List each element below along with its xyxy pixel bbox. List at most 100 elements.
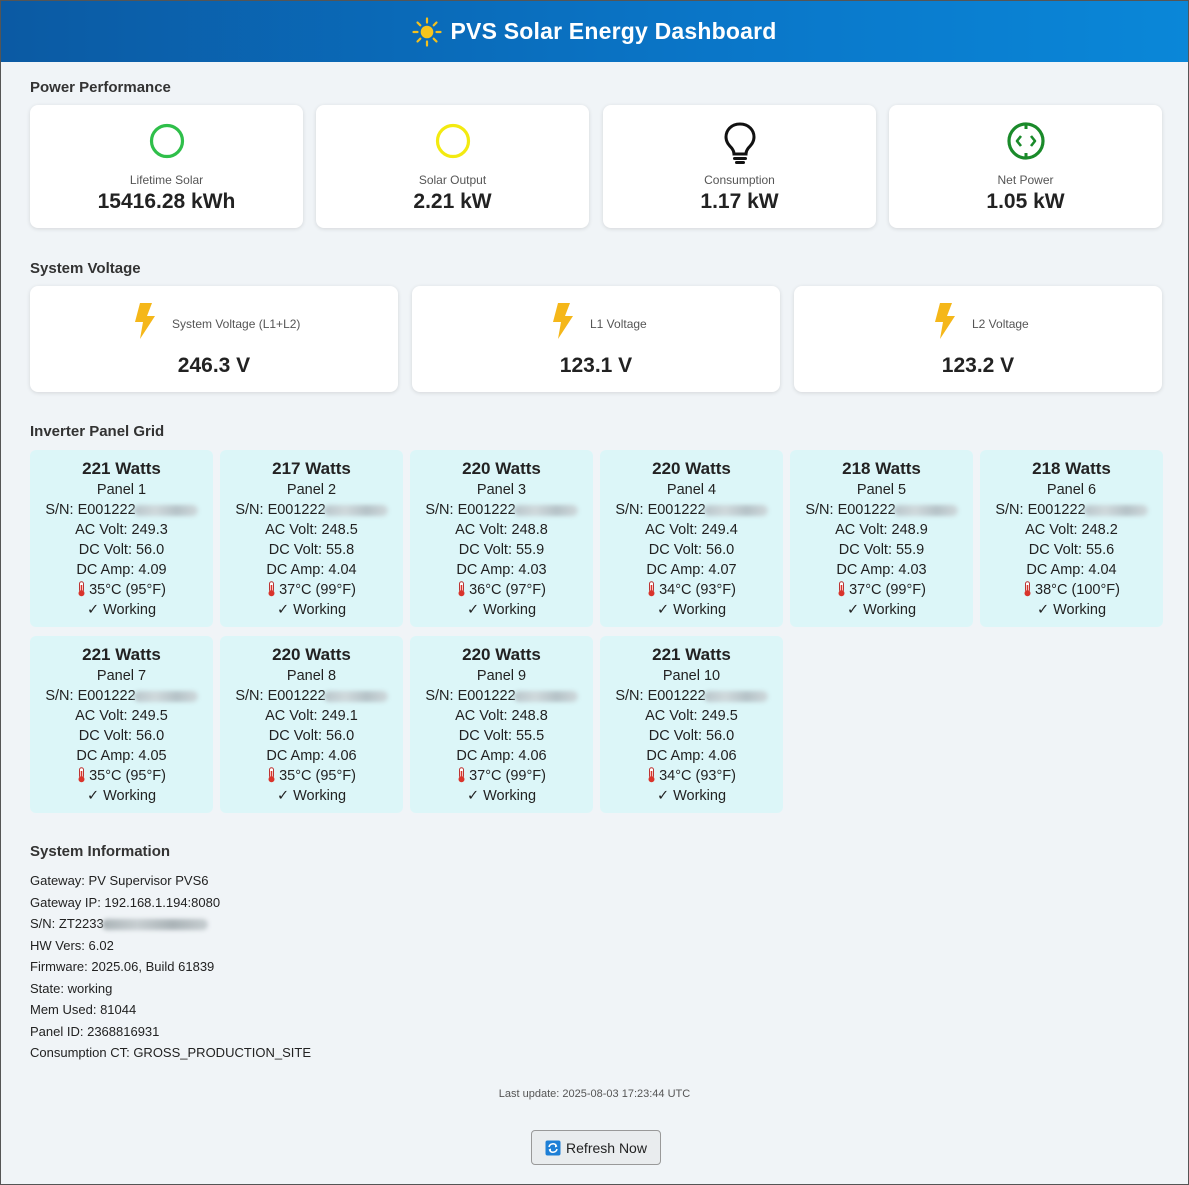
panel-ac-volt: AC Volt: 248.5 <box>265 522 358 538</box>
panel-serial-text: S/N: E001222 <box>45 688 136 704</box>
panel-temp-text: 37°C (99°F) <box>849 582 926 598</box>
redacted-blur <box>703 690 768 702</box>
card-value: 1.17 kW <box>700 190 779 213</box>
section-title-info: System Information <box>30 843 171 860</box>
info-hw-version: HW Vers: 6.02 <box>30 937 114 953</box>
card-label: Lifetime Solar <box>129 173 204 187</box>
panel-temperature: 38°C (100°F) <box>980 580 1163 600</box>
panel-dc-volt: DC Volt: 56.0 <box>648 542 735 558</box>
panel-ac-volt: AC Volt: 248.9 <box>835 522 928 538</box>
card-label: Consumption <box>704 173 775 187</box>
panel-temperature: 35°C (95°F) <box>30 580 213 600</box>
inverter-panel-card: 220 Watts Panel 9 S/N: E001222 AC Volt: 248… <box>410 636 593 813</box>
inverter-panel-card: 218 Watts Panel 6 S/N: E001222 AC Volt: 248… <box>980 450 1163 627</box>
redacted-blur <box>1083 504 1148 516</box>
panel-watts: 220 Watts <box>462 645 541 664</box>
info-gateway-ip: Gateway IP: 192.168.1.194:8080 <box>30 894 221 910</box>
section-title-grid: Inverter Panel Grid <box>30 423 165 440</box>
refresh-now-button[interactable]: Refresh Now <box>531 1130 661 1165</box>
info-consumption-ct: Consumption CT: GROSS_PRODUCTION_SITE <box>30 1045 312 1060</box>
panel-serial: S/N: E001222 <box>30 686 213 706</box>
panel-status: ✓ Working <box>86 788 157 804</box>
panel-dc-volt: DC Volt: 55.9 <box>838 542 925 558</box>
voltage-label: System Voltage (L1+L2) <box>172 317 301 331</box>
voltage-value: 123.2 V <box>941 354 1015 377</box>
panel-dc-amp: DC Amp: 4.09 <box>76 562 167 578</box>
panel-temperature: 37°C (99°F) <box>790 580 973 600</box>
panel-name: Panel 5 <box>856 482 907 498</box>
panel-watts: 221 Watts <box>82 459 161 478</box>
thermometer-icon <box>458 767 465 783</box>
panel-name: Panel 6 <box>1046 482 1097 498</box>
panel-dc-volt: DC Volt: 56.0 <box>78 728 165 744</box>
info-gateway: Gateway: PV Supervisor PVS6 <box>30 873 209 888</box>
refresh-label: Refresh Now <box>566 1139 647 1156</box>
panel-temp-text: 35°C (95°F) <box>89 582 166 598</box>
panel-ac-volt: AC Volt: 248.2 <box>1025 522 1118 538</box>
panel-status: ✓ Working <box>466 788 537 804</box>
panel-serial-text: S/N: E001222 <box>235 502 326 518</box>
lifetime-solar-card: Lifetime Solar 15416.28 kWh <box>30 105 303 228</box>
panel-temp-text: 37°C (99°F) <box>469 768 546 784</box>
panel-ac-volt: AC Volt: 248.8 <box>455 522 548 538</box>
inverter-panel-card: 220 Watts Panel 3 S/N: E001222 AC Volt: 248… <box>410 450 593 627</box>
panel-ac-volt: AC Volt: 249.3 <box>75 522 168 538</box>
panel-serial: S/N: E001222 <box>790 500 973 520</box>
net-power-card: Net Power 1.05 kW <box>889 105 1162 228</box>
panel-serial-text: S/N: E001222 <box>995 502 1086 518</box>
redacted-blur <box>133 690 198 702</box>
redacted-blur <box>101 919 208 931</box>
info-serial-text: S/N: ZT2233 <box>30 916 104 931</box>
panel-ac-volt: AC Volt: 249.1 <box>265 708 358 724</box>
l1-voltage-card: L1 Voltage 123.1 V <box>412 286 780 392</box>
solar-output-card: Solar Output 2.21 kW <box>316 105 589 228</box>
panel-dc-amp: DC Amp: 4.06 <box>646 748 737 764</box>
panel-watts: 221 Watts <box>82 645 161 664</box>
section-title-power: Power Performance <box>30 79 171 96</box>
section-title-voltage: System Voltage <box>30 260 141 277</box>
panel-dc-volt: DC Volt: 55.5 <box>458 728 545 744</box>
thermometer-icon <box>78 581 85 597</box>
redacted-blur <box>513 504 578 516</box>
thermometer-icon <box>78 767 85 783</box>
system-voltage-card: System Voltage (L1+L2) 246.3 V <box>30 286 398 392</box>
panel-status: ✓ Working <box>276 602 347 618</box>
info-mem-used: Mem Used: 81044 <box>30 1002 137 1017</box>
system-info-list: Gateway: PV Supervisor PVS6 Gateway IP: … <box>30 870 311 1064</box>
panel-name: Panel 1 <box>96 482 147 498</box>
panel-dc-amp: DC Amp: 4.04 <box>266 562 357 578</box>
panel-serial-text: S/N: E001222 <box>615 688 706 704</box>
circle-yellow-icon <box>435 123 470 159</box>
panel-dc-amp: DC Amp: 4.06 <box>456 748 547 764</box>
panel-name: Panel 3 <box>476 482 527 498</box>
card-value: 2.21 kW <box>413 190 492 213</box>
refresh-icon <box>545 1140 561 1155</box>
info-serial: S/N: ZT2233 <box>30 913 311 935</box>
panel-temp-text: 35°C (95°F) <box>89 768 166 784</box>
panel-temp-text: 36°C (97°F) <box>469 582 546 598</box>
panel-dc-amp: DC Amp: 4.05 <box>76 748 167 764</box>
panel-serial-text: S/N: E001222 <box>425 502 516 518</box>
panel-dc-amp: DC Amp: 4.03 <box>456 562 547 578</box>
inverter-panel-card: 221 Watts Panel 1 S/N: E001222 AC Volt: 249… <box>30 450 213 627</box>
panel-temperature: 34°C (93°F) <box>600 580 783 600</box>
voltage-value: 246.3 V <box>177 354 251 377</box>
panel-name: Panel 4 <box>666 482 717 498</box>
panel-name: Panel 9 <box>476 668 527 684</box>
panel-dc-volt: DC Volt: 55.9 <box>458 542 545 558</box>
panel-serial-text: S/N: E001222 <box>425 688 516 704</box>
panel-ac-volt: AC Volt: 249.5 <box>645 708 738 724</box>
inverter-panel-card: 220 Watts Panel 8 S/N: E001222 AC Volt: 249… <box>220 636 403 813</box>
panel-ac-volt: AC Volt: 248.8 <box>455 708 548 724</box>
panel-watts: 220 Watts <box>652 459 731 478</box>
card-label: Solar Output <box>418 173 487 187</box>
panel-status: ✓ Working <box>656 602 727 618</box>
info-firmware: Firmware: 2025.06, Build 61839 <box>30 959 215 974</box>
panel-serial-text: S/N: E001222 <box>805 502 896 518</box>
panel-status: ✓ Working <box>276 788 347 804</box>
panel-dc-volt: DC Volt: 55.8 <box>268 542 355 558</box>
redacted-blur <box>323 504 388 516</box>
thermometer-icon <box>458 581 465 597</box>
panel-ac-volt: AC Volt: 249.5 <box>75 708 168 724</box>
app-header: PVS Solar Energy Dashboard <box>1 1 1188 62</box>
